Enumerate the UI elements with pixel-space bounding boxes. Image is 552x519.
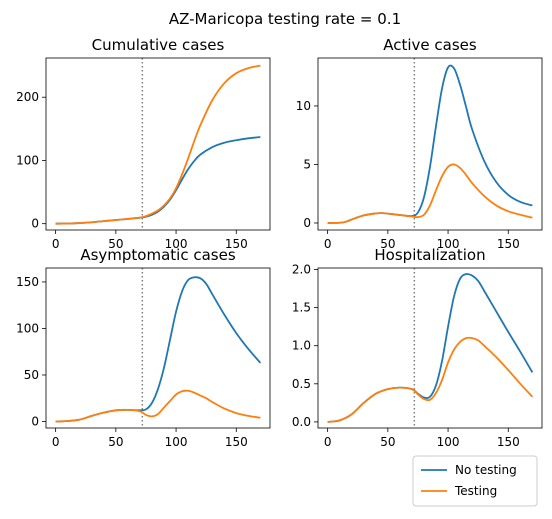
x-tick-label: 150 [225, 237, 248, 251]
y-tick-label: 0.0 [292, 415, 311, 429]
subplot-active-cases: Active cases 0 50 100 150 0 5 10 [296, 36, 543, 251]
legend: No testing Testing [412, 455, 538, 507]
subplot-title-cumulative-cases: Cumulative cases [92, 36, 225, 54]
x-tick-label: 150 [497, 237, 520, 251]
x-tick-label: 150 [225, 435, 248, 449]
x-tick-label: 150 [497, 435, 520, 449]
figure-suptitle: AZ-Maricopa testing rate = 0.1 [169, 10, 401, 28]
series-line-testing [55, 389, 261, 423]
legend-box [412, 455, 538, 507]
axes-frame [45, 57, 271, 231]
y-tick-label: 0.5 [292, 377, 311, 391]
series-line-no-testing [55, 276, 262, 423]
legend-label-no-testing: No testing [455, 463, 517, 477]
x-tick-label: 0 [324, 237, 332, 251]
y-tick-label: 1.0 [292, 339, 311, 353]
subplot-cumulative-cases: Cumulative cases 0 50 100 150 0 100 200 [16, 36, 271, 251]
x-tick-label: 50 [108, 435, 123, 449]
x-tick-label: 50 [108, 237, 123, 251]
subplot-asymptomatic-cases: Asymptomatic cases 0 50 100 150 0 50 100 150 [16, 246, 271, 449]
series-line-testing [55, 64, 261, 225]
y-tick-label: 10 [296, 99, 311, 113]
y-tick-label: 2.0 [292, 263, 311, 277]
y-tick-label: 0 [31, 217, 39, 231]
subplot-title-hospitalization: Hospitalization [374, 246, 485, 264]
x-tick-label: 0 [324, 435, 332, 449]
axes-frame [45, 267, 271, 429]
x-tick-label: 100 [165, 435, 188, 449]
subplot-title-asymptomatic-cases: Asymptomatic cases [80, 246, 235, 264]
series-line-testing [327, 163, 533, 224]
x-tick-label: 0 [52, 435, 60, 449]
axes-frame [317, 267, 543, 429]
y-tick-label: 150 [16, 275, 39, 289]
x-tick-label: 100 [437, 435, 460, 449]
x-tick-label: 0 [52, 237, 60, 251]
subplot-title-active-cases: Active cases [383, 36, 477, 54]
series-line-no-testing [327, 64, 533, 224]
series-line-testing [327, 336, 534, 423]
x-tick-label: 50 [380, 237, 395, 251]
y-tick-label: 0 [303, 216, 311, 230]
y-tick-label: 0 [31, 414, 39, 428]
y-tick-label: 100 [16, 321, 39, 335]
y-tick-label: 1.5 [292, 301, 311, 315]
x-tick-label: 100 [437, 237, 460, 251]
legend-label-testing: Testing [454, 484, 497, 498]
x-tick-label: 50 [380, 435, 395, 449]
y-tick-label: 200 [16, 90, 39, 104]
y-tick-label: 50 [24, 368, 39, 382]
y-tick-label: 100 [16, 153, 39, 167]
x-tick-label: 100 [165, 237, 188, 251]
subplot-hospitalization: Hospitalization 0 50 100 150 0.0 0.5 1.0 1.5 2.0 [292, 246, 543, 449]
axes-frame [317, 57, 543, 231]
y-tick-label: 5 [303, 157, 311, 171]
